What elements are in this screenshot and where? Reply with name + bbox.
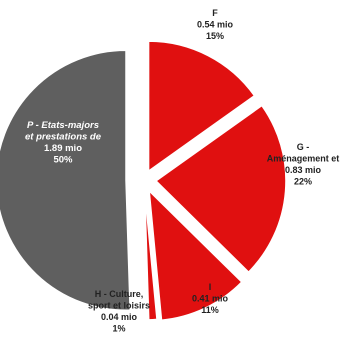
slice-label-3-line-1: sport et loisirs (88, 301, 150, 311)
slice-label-0-line-2: 15% (206, 31, 224, 41)
slice-label-4: P - Etats-majors et prestations de 1.89 mi… (25, 120, 102, 166)
pie-slice-2 (148, 188, 243, 322)
slice-label-3: H - Culture, sport et loisirs 0.04 mio 1% (88, 289, 150, 334)
slice-label-1: G - Aménagement et 0.83 mio 22% (267, 142, 340, 187)
slice-label-4-line-0: P - Etats-majors (27, 120, 99, 131)
slice-label-0: F 0.54 mio 15% (197, 8, 234, 41)
slice-label-2-line-1: 0.41 mio (192, 294, 229, 304)
slice-label-4-line-3: 50% (53, 155, 73, 166)
pie-slice-0 (147, 40, 256, 173)
slice-label-2-line-2: 11% (201, 305, 219, 315)
pie-slice-1 (154, 104, 287, 274)
slice-label-0-line-1: 0.54 mio (197, 20, 234, 30)
slice-label-1-line-3: 22% (294, 177, 312, 187)
slice-label-2-line-0: I (209, 282, 212, 292)
slice-label-2: I 0.41 mio 11% (192, 282, 229, 315)
slice-label-1-line-1: Aménagement et (267, 154, 340, 164)
pie-slice-4 (0, 49, 131, 311)
slice-label-1-line-2: 0.83 mio (285, 165, 322, 175)
slice-label-4-line-2: 1.89 mio (44, 143, 82, 154)
slice-label-4-line-1: et prestations de (25, 132, 102, 143)
slice-label-3-line-0: H - Culture, (95, 289, 144, 299)
slice-label-3-line-2: 0.04 mio (101, 312, 138, 322)
slice-label-0-line-0: F (212, 8, 218, 18)
slice-label-1-line-0: G - (297, 142, 310, 152)
pie-slice-3 (143, 189, 158, 321)
slice-label-3-line-3: 1% (112, 324, 125, 334)
